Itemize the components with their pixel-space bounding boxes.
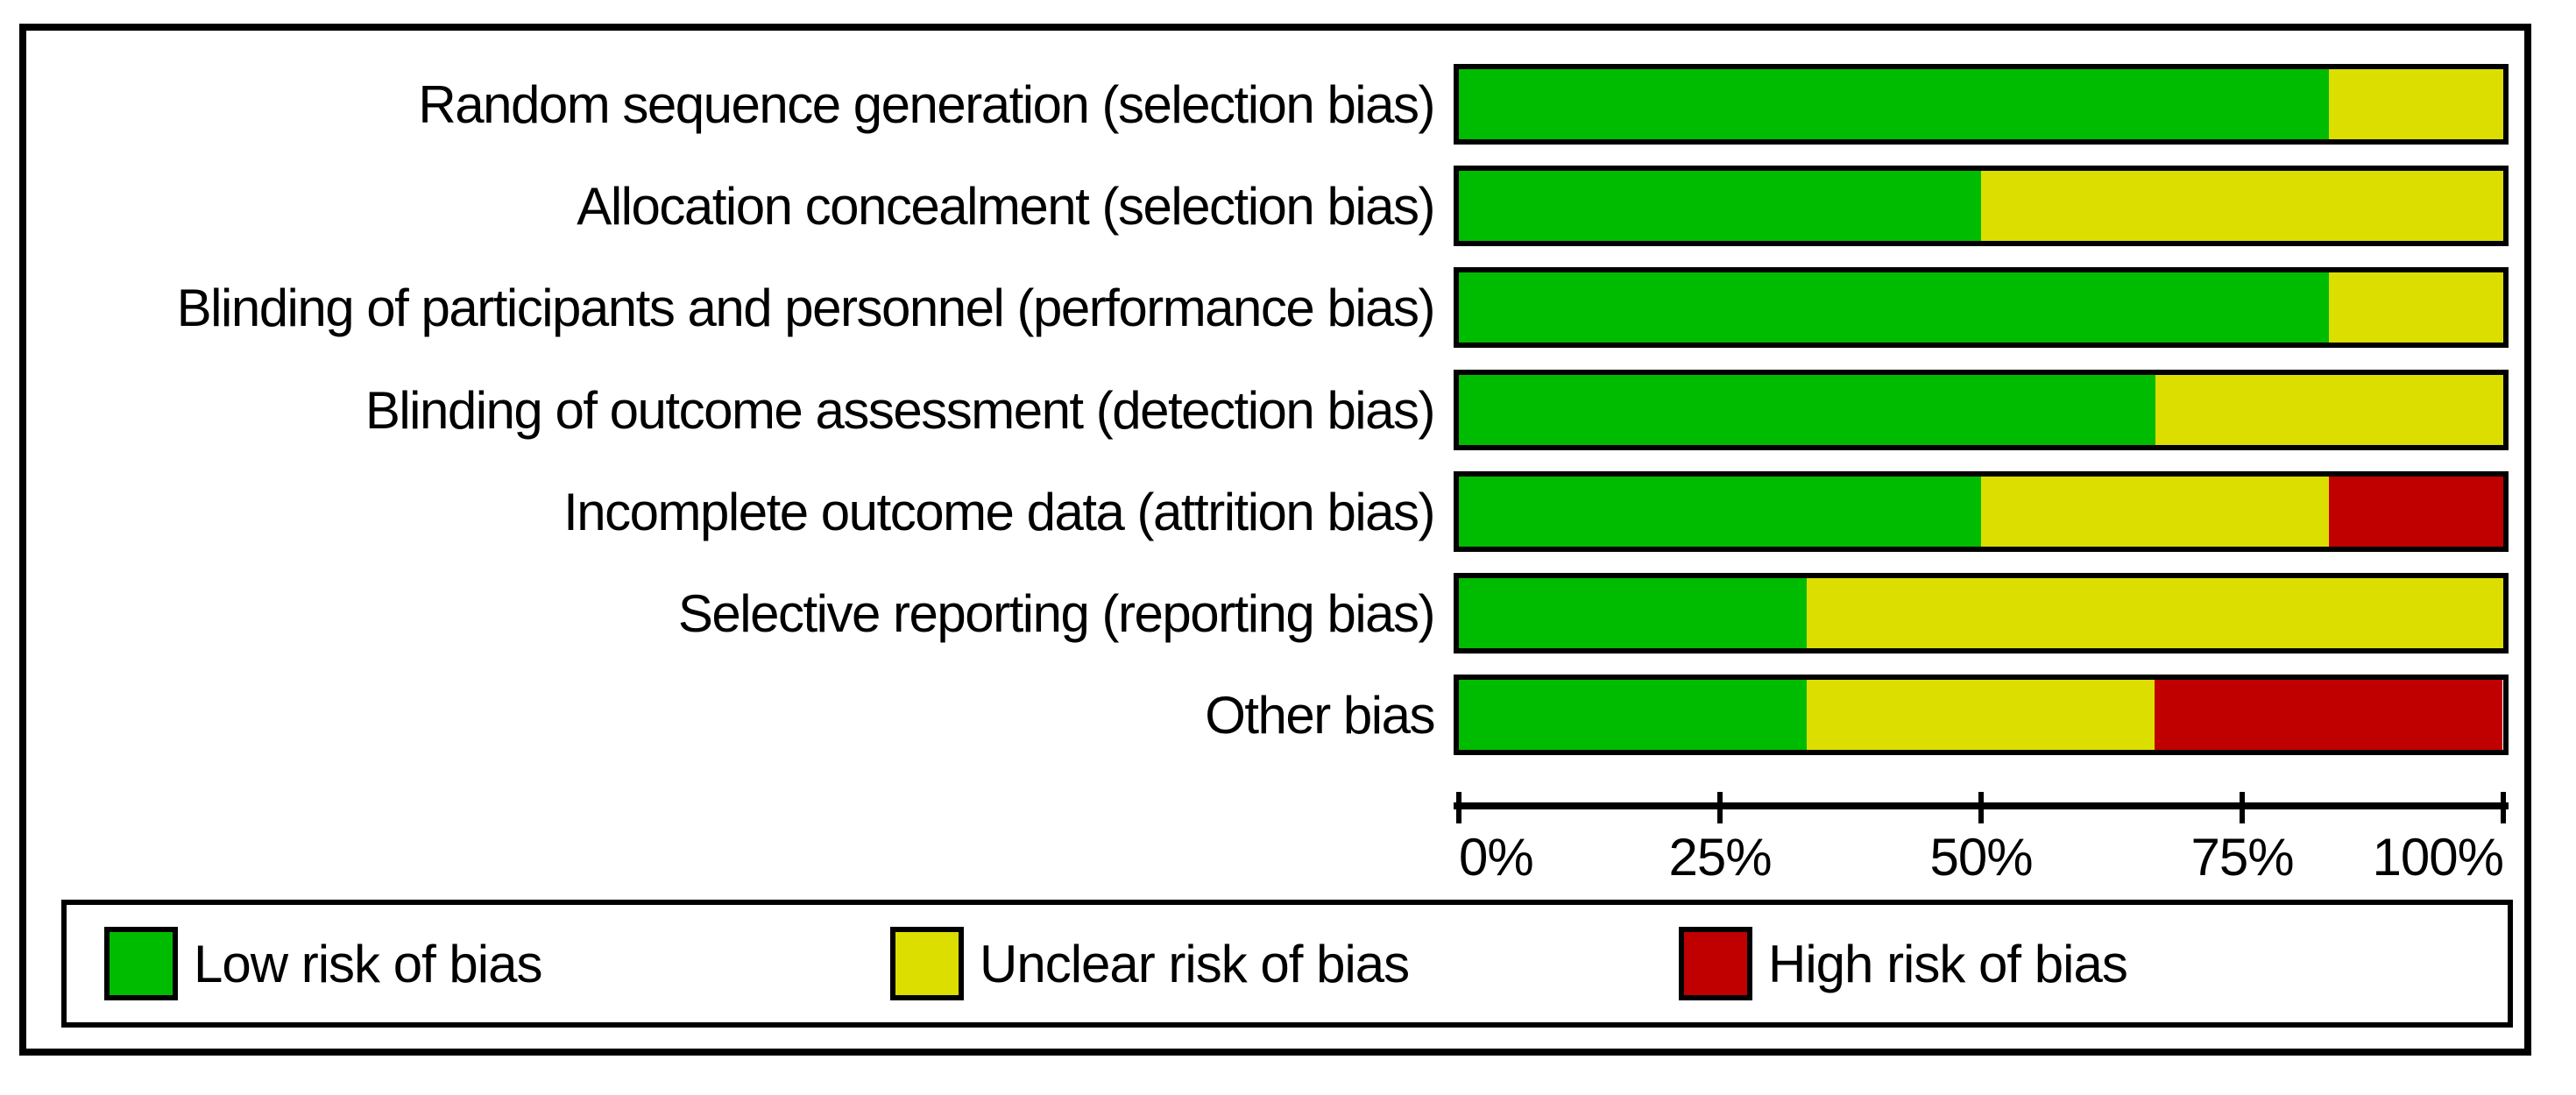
row-label: Blinding of outcome assessment (detectio… xyxy=(364,380,1436,440)
bar-segment-unclear-risk-of-bias xyxy=(1981,477,2329,547)
bar-segment-low-risk-of-bias xyxy=(1459,69,2329,139)
stacked-bar xyxy=(1454,267,2509,348)
stacked-bar xyxy=(1454,675,2509,755)
row-label: Selective reporting (reporting bias) xyxy=(677,583,1436,643)
legend-label: Low risk of bias xyxy=(194,934,542,993)
bar-segment-unclear-risk-of-bias xyxy=(2328,69,2503,139)
chart-row: Other bias xyxy=(0,675,2576,755)
row-label: Other bias xyxy=(1205,685,1435,745)
legend-item-high-risk-of-bias: High risk of bias xyxy=(1679,905,2128,1022)
bar-segment-unclear-risk-of-bias xyxy=(1981,171,2503,241)
row-label: Blinding of participants and personnel (… xyxy=(176,278,1436,337)
axis-tick xyxy=(2501,792,2506,823)
chart-row: Incomplete outcome data (attrition bias) xyxy=(0,471,2576,552)
legend-swatch-high-risk-of-bias xyxy=(1679,927,1752,1000)
axis-tick-label: 0% xyxy=(1459,828,1534,887)
bar-segment-unclear-risk-of-bias xyxy=(2155,375,2503,445)
row-label: Incomplete outcome data (attrition bias) xyxy=(563,482,1435,541)
legend-swatch-unclear-risk-of-bias xyxy=(890,927,964,1000)
row-label: Random sequence generation (selection bi… xyxy=(418,74,1435,134)
legend-swatch-low-risk-of-bias xyxy=(104,927,178,1000)
row-label: Allocation concealment (selection bias) xyxy=(577,176,1435,236)
bar-segment-high-risk-of-bias xyxy=(2328,477,2503,547)
axis-tick-label: 75% xyxy=(2190,828,2294,887)
legend-item-low-risk-of-bias: Low risk of bias xyxy=(104,905,542,1022)
axis-tick xyxy=(1978,792,1984,823)
bar-segment-low-risk-of-bias xyxy=(1459,375,2156,445)
bar-segment-unclear-risk-of-bias xyxy=(2328,272,2503,343)
stacked-bar xyxy=(1454,64,2509,145)
bar-segment-unclear-risk-of-bias xyxy=(1806,680,2155,750)
legend-label: High risk of bias xyxy=(1768,934,2128,993)
legend-item-unclear-risk-of-bias: Unclear risk of bias xyxy=(890,905,1410,1022)
stacked-bar xyxy=(1454,166,2509,246)
bar-segment-low-risk-of-bias xyxy=(1459,477,1981,547)
bar-segment-low-risk-of-bias xyxy=(1459,171,1981,241)
legend: Low risk of bias Unclear risk of bias High… xyxy=(61,900,2513,1028)
x-axis-ticks xyxy=(1456,792,2506,823)
bar-segment-low-risk-of-bias xyxy=(1459,578,1807,648)
chart-row: Selective reporting (reporting bias) xyxy=(0,573,2576,653)
axis-tick xyxy=(2240,792,2245,823)
axis-tick-label: 100% xyxy=(2372,828,2504,887)
stacked-bar xyxy=(1454,471,2509,552)
bar-segment-low-risk-of-bias xyxy=(1459,272,2329,343)
bar-segment-low-risk-of-bias xyxy=(1459,680,1807,750)
bar-segment-unclear-risk-of-bias xyxy=(1806,578,2503,648)
axis-tick xyxy=(1717,792,1723,823)
stacked-bar xyxy=(1454,370,2509,450)
chart-row: Allocation concealment (selection bias) xyxy=(0,166,2576,246)
axis-tick-label: 50% xyxy=(1929,828,2033,887)
chart-row: Blinding of participants and personnel (… xyxy=(0,267,2576,348)
chart-row: Blinding of outcome assessment (detectio… xyxy=(0,370,2576,450)
axis-tick-label: 25% xyxy=(1668,828,1772,887)
axis-tick xyxy=(1456,792,1461,823)
legend-label: Unclear risk of bias xyxy=(980,934,1410,993)
x-axis-tick-labels: 0% 25% 50% 75% 100% xyxy=(1459,827,2504,888)
stacked-bar xyxy=(1454,573,2509,653)
chart-row: Random sequence generation (selection bi… xyxy=(0,64,2576,145)
bar-segment-high-risk-of-bias xyxy=(2154,680,2502,750)
